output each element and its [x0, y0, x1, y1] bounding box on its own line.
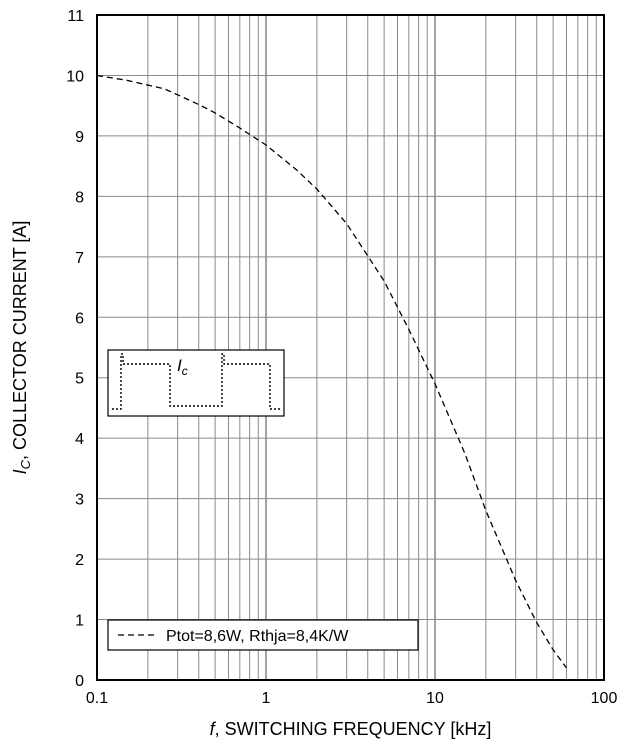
y-tick-label: 8 — [75, 189, 84, 206]
x-tick-label: 10 — [426, 690, 444, 707]
series-line — [96, 74, 568, 669]
y-tick-label: 1 — [75, 613, 84, 630]
y-tick-label: 6 — [75, 310, 84, 327]
y-tick-label: 3 — [75, 492, 84, 509]
x-axis-title: f, SWITCHING FREQUENCY [kHz] — [210, 719, 492, 739]
inset-waveform-trace — [112, 353, 280, 410]
curve-layer — [96, 74, 568, 669]
y-axis-title: IC, COLLECTOR CURRENT [A] — [10, 221, 33, 475]
legend-label: Ptot=8,6W, Rthja=8,4K/W — [166, 628, 349, 645]
y-tick-label: 10 — [66, 68, 84, 85]
inset-waveform: Ic — [107, 349, 285, 417]
y-tick-label: 0 — [75, 673, 84, 690]
y-tick-label: 4 — [75, 431, 84, 448]
grid — [96, 15, 604, 680]
tick-labels: 0 1 2 3 4 5 6 7 8 9 10 11 0.1 1 10 100 — [66, 8, 617, 707]
legend: Ptot=8,6W, Rthja=8,4K/W — [107, 619, 419, 651]
plot-frame — [96, 14, 605, 681]
y-tick-label: 7 — [75, 250, 84, 267]
legend-box — [107, 619, 419, 651]
y-tick-label: 11 — [67, 8, 84, 25]
y-tick-label: 9 — [75, 129, 84, 146]
x-tick-label: 100 — [591, 690, 618, 707]
inset-label: Ic — [177, 356, 188, 378]
inset-box — [107, 349, 285, 417]
y-tick-label: 5 — [75, 371, 84, 388]
axis-titles: f, SWITCHING FREQUENCY [kHz] IC, COLLECTO… — [10, 221, 491, 739]
x-tick-label: 1 — [262, 690, 271, 707]
x-tick-label: 0.1 — [86, 690, 108, 707]
y-tick-label: 2 — [75, 552, 84, 569]
